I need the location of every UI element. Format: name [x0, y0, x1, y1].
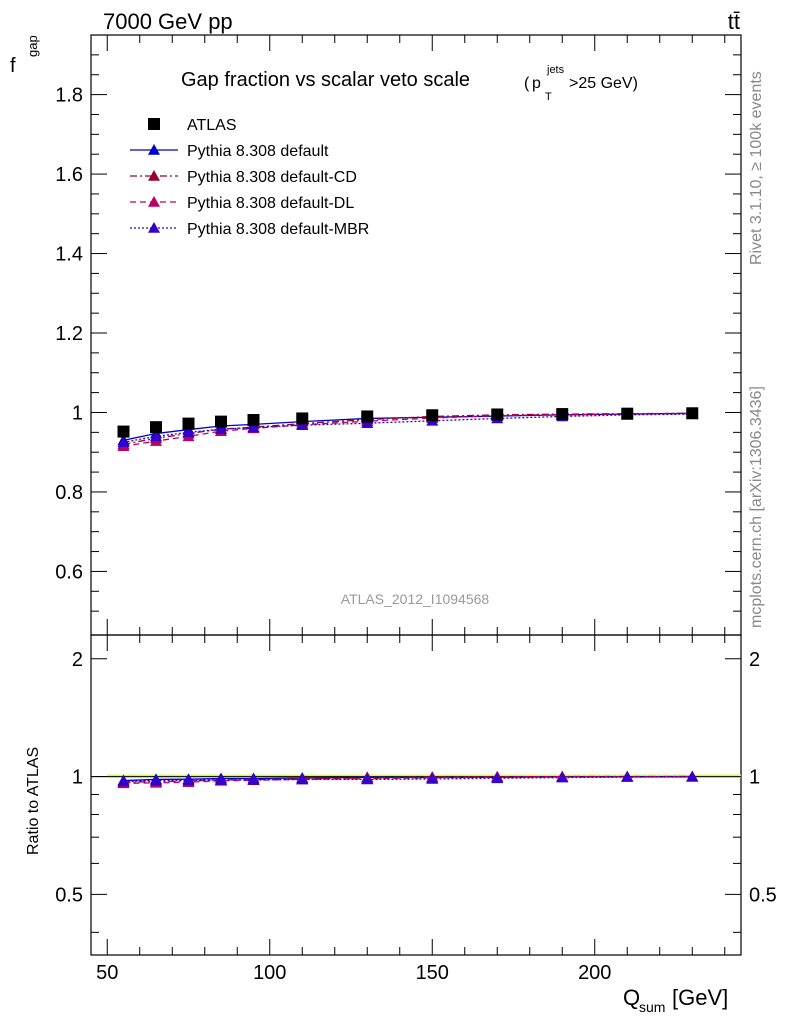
y-tick-label: 1.2 — [55, 323, 83, 345]
chart-title: Gap fraction vs scalar veto scale ( p je… — [181, 64, 638, 103]
data-point — [426, 409, 439, 422]
data-point — [117, 425, 130, 438]
legend-marker-2 — [148, 196, 160, 207]
legend-marker-0 — [148, 144, 160, 155]
ratio-tick-label-right: 1 — [749, 767, 760, 789]
chart-title-sup: jets — [546, 64, 565, 76]
x-tick-label: 200 — [578, 962, 611, 984]
series-point-3 — [182, 426, 195, 438]
ratio-panel-frame — [90, 634, 742, 956]
energy-label: 7000 GeV pp — [103, 9, 233, 34]
y-tick-label: 1.6 — [55, 164, 83, 186]
data-point — [182, 417, 195, 430]
y-tick-label: 1.4 — [55, 244, 83, 266]
x-tick-label: 100 — [253, 962, 286, 984]
x-axis-label-sub: sum — [639, 999, 665, 1015]
series-line-1 — [123, 412, 693, 445]
data-point — [621, 407, 634, 420]
x-tick-label: 150 — [416, 962, 449, 984]
ratio-point-3 — [150, 774, 162, 786]
data-point — [215, 415, 227, 428]
ratio-point-3 — [426, 772, 439, 784]
legend-marker-data — [148, 118, 160, 130]
chart-title-cut: >25 GeV) — [569, 75, 638, 92]
series-point-3 — [361, 417, 374, 429]
series-line-2 — [123, 413, 693, 447]
legend-label-3: Pythia 8.308 default-MBR — [187, 221, 369, 238]
x-tick-label: 50 — [96, 962, 118, 984]
data-point — [150, 421, 162, 434]
process-label: tt̄ — [728, 9, 740, 34]
ratio-point-3 — [215, 773, 227, 785]
main-y-ticks: 0.6 0.8 1 1.2 1.4 1.6 1.8 — [55, 54, 741, 612]
y-tick-label: 1 — [72, 402, 83, 424]
x-ticks: 50 100 150 200 — [96, 35, 726, 984]
series-line-3 — [123, 413, 693, 443]
legend-label-data: ATLAS — [187, 117, 237, 134]
series-point-3 — [247, 421, 260, 433]
y-axis-label: f gap — [10, 35, 40, 77]
data-point — [296, 412, 309, 425]
legend-marker-1 — [148, 170, 160, 181]
data-point — [686, 407, 699, 420]
main-series — [117, 407, 699, 452]
ratio-tick-label-right: 0.5 — [749, 884, 777, 906]
source-label: mcplots.cern.ch [arXiv:1306.3436] — [748, 386, 765, 628]
series-point-3 — [117, 436, 130, 448]
chart-title-text: Gap fraction vs scalar veto scale — [181, 69, 470, 91]
legend: ATLAS Pythia 8.308 default Pythia 8.308 de… — [130, 117, 369, 238]
ratio-point-3 — [491, 772, 504, 784]
legend-label-0: Pythia 8.308 default — [187, 143, 329, 160]
ratio-tick-label: 2 — [72, 649, 83, 671]
ratio-point-3 — [247, 773, 260, 785]
data-point — [361, 410, 374, 423]
series-point-3 — [150, 430, 162, 442]
ratio-line-2 — [123, 776, 693, 784]
chart-title-sub: T — [545, 91, 552, 103]
y-tick-label: 0.8 — [55, 482, 83, 504]
chart-title-paren: ( — [524, 75, 530, 92]
ratio-y-ticks: 0.5 0.5 1 1 2 2 — [55, 649, 777, 933]
rivet-version-label: Rivet 3.1.10, ≥ 100k events — [748, 71, 765, 265]
x-axis-label-main: Q — [623, 985, 640, 1010]
series-point-3 — [296, 419, 309, 430]
data-point — [556, 408, 569, 421]
ratio-point-3 — [361, 773, 374, 785]
ratio-tick-label: 1 — [72, 767, 83, 789]
analysis-id-label: ATLAS_2012_I1094568 — [341, 591, 490, 607]
ratio-series — [117, 770, 699, 789]
y-tick-label: 1.8 — [55, 85, 83, 107]
series-point-3 — [215, 423, 227, 434]
ratio-tick-label: 0.5 — [55, 884, 83, 906]
ratio-point-3 — [621, 771, 634, 782]
ratio-point-3 — [117, 775, 130, 787]
ratio-tick-label-right: 2 — [749, 649, 760, 671]
ratio-y-axis-label: Ratio to ATLAS — [25, 747, 42, 855]
data-point — [491, 408, 504, 421]
ratio-line-3 — [123, 776, 693, 783]
legend-label-2: Pythia 8.308 default-DL — [187, 195, 354, 212]
ratio-point-3 — [556, 771, 569, 783]
y-axis-label-sub: gap — [25, 35, 40, 57]
x-axis-label-unit: [GeV] — [672, 985, 728, 1010]
y-tick-label: 0.6 — [55, 561, 83, 583]
x-axis-label: Q sum [GeV] — [623, 985, 728, 1015]
legend-marker-3 — [148, 222, 160, 233]
legend-label-1: Pythia 8.308 default-CD — [187, 169, 357, 186]
chart-title-p: p — [532, 75, 541, 92]
data-point — [247, 414, 260, 427]
ratio-point-3 — [686, 770, 699, 782]
ratio-point-3 — [182, 774, 195, 786]
y-axis-label-main: f — [10, 55, 16, 77]
ratio-point-3 — [296, 773, 309, 785]
